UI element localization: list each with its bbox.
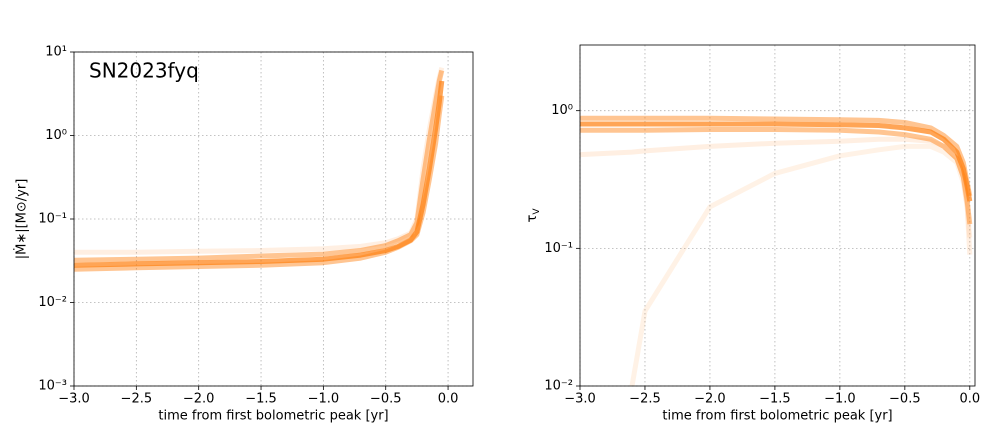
x-tick-label: −2.0 — [694, 392, 726, 407]
series-line — [74, 69, 445, 263]
lines — [74, 66, 445, 272]
y-tick-label: 10⁻³ — [38, 379, 67, 394]
x-tick-label: 0.0 — [438, 392, 459, 407]
y-axis-label-main: τ — [525, 215, 540, 223]
x-tick-label: −1.0 — [308, 392, 340, 407]
x-tick-label: −0.5 — [889, 392, 921, 407]
annotation: SN2023fyq — [89, 59, 199, 83]
y-axis-label: |Ṁ∗|[M⊙/yr] — [14, 179, 30, 260]
plot-frame — [579, 44, 976, 387]
x-tick-label: −1.5 — [759, 392, 791, 407]
y-axis-label-sub: V — [532, 208, 542, 215]
y-tick-label: 10⁻¹ — [38, 212, 67, 227]
y-tick-label: 10⁰ — [551, 103, 573, 118]
plot-frame — [73, 51, 474, 387]
x-axis-label: time from first bolometric peak [yr] — [662, 409, 892, 424]
series-line — [74, 66, 445, 255]
x-tick-label: −2.5 — [121, 392, 153, 407]
x-tick-label: −1.0 — [824, 392, 856, 407]
y-tick-label: 10⁻² — [38, 295, 67, 310]
y-axis-label: τV — [525, 208, 542, 223]
x-tick-label: −1.5 — [245, 392, 277, 407]
x-axis-label: time from first bolometric peak [yr] — [158, 409, 388, 424]
y-tick-label: 10⁻¹ — [544, 241, 573, 256]
x-tick-label: −3.0 — [58, 392, 90, 407]
series-line — [629, 143, 973, 386]
x-tick-label: −0.5 — [370, 392, 402, 407]
x-tick-label: −2.0 — [183, 392, 215, 407]
series-line — [74, 80, 445, 268]
x-tick-label: −3.0 — [564, 392, 596, 407]
lines — [580, 115, 973, 386]
y-tick-label: 10⁻² — [544, 379, 573, 394]
x-tick-label: 0.0 — [959, 392, 980, 407]
y-tick-label: 10¹ — [45, 45, 67, 60]
y-tick-label: 10⁰ — [45, 128, 67, 143]
x-tick-label: −2.5 — [629, 392, 661, 407]
series-line — [580, 121, 973, 202]
